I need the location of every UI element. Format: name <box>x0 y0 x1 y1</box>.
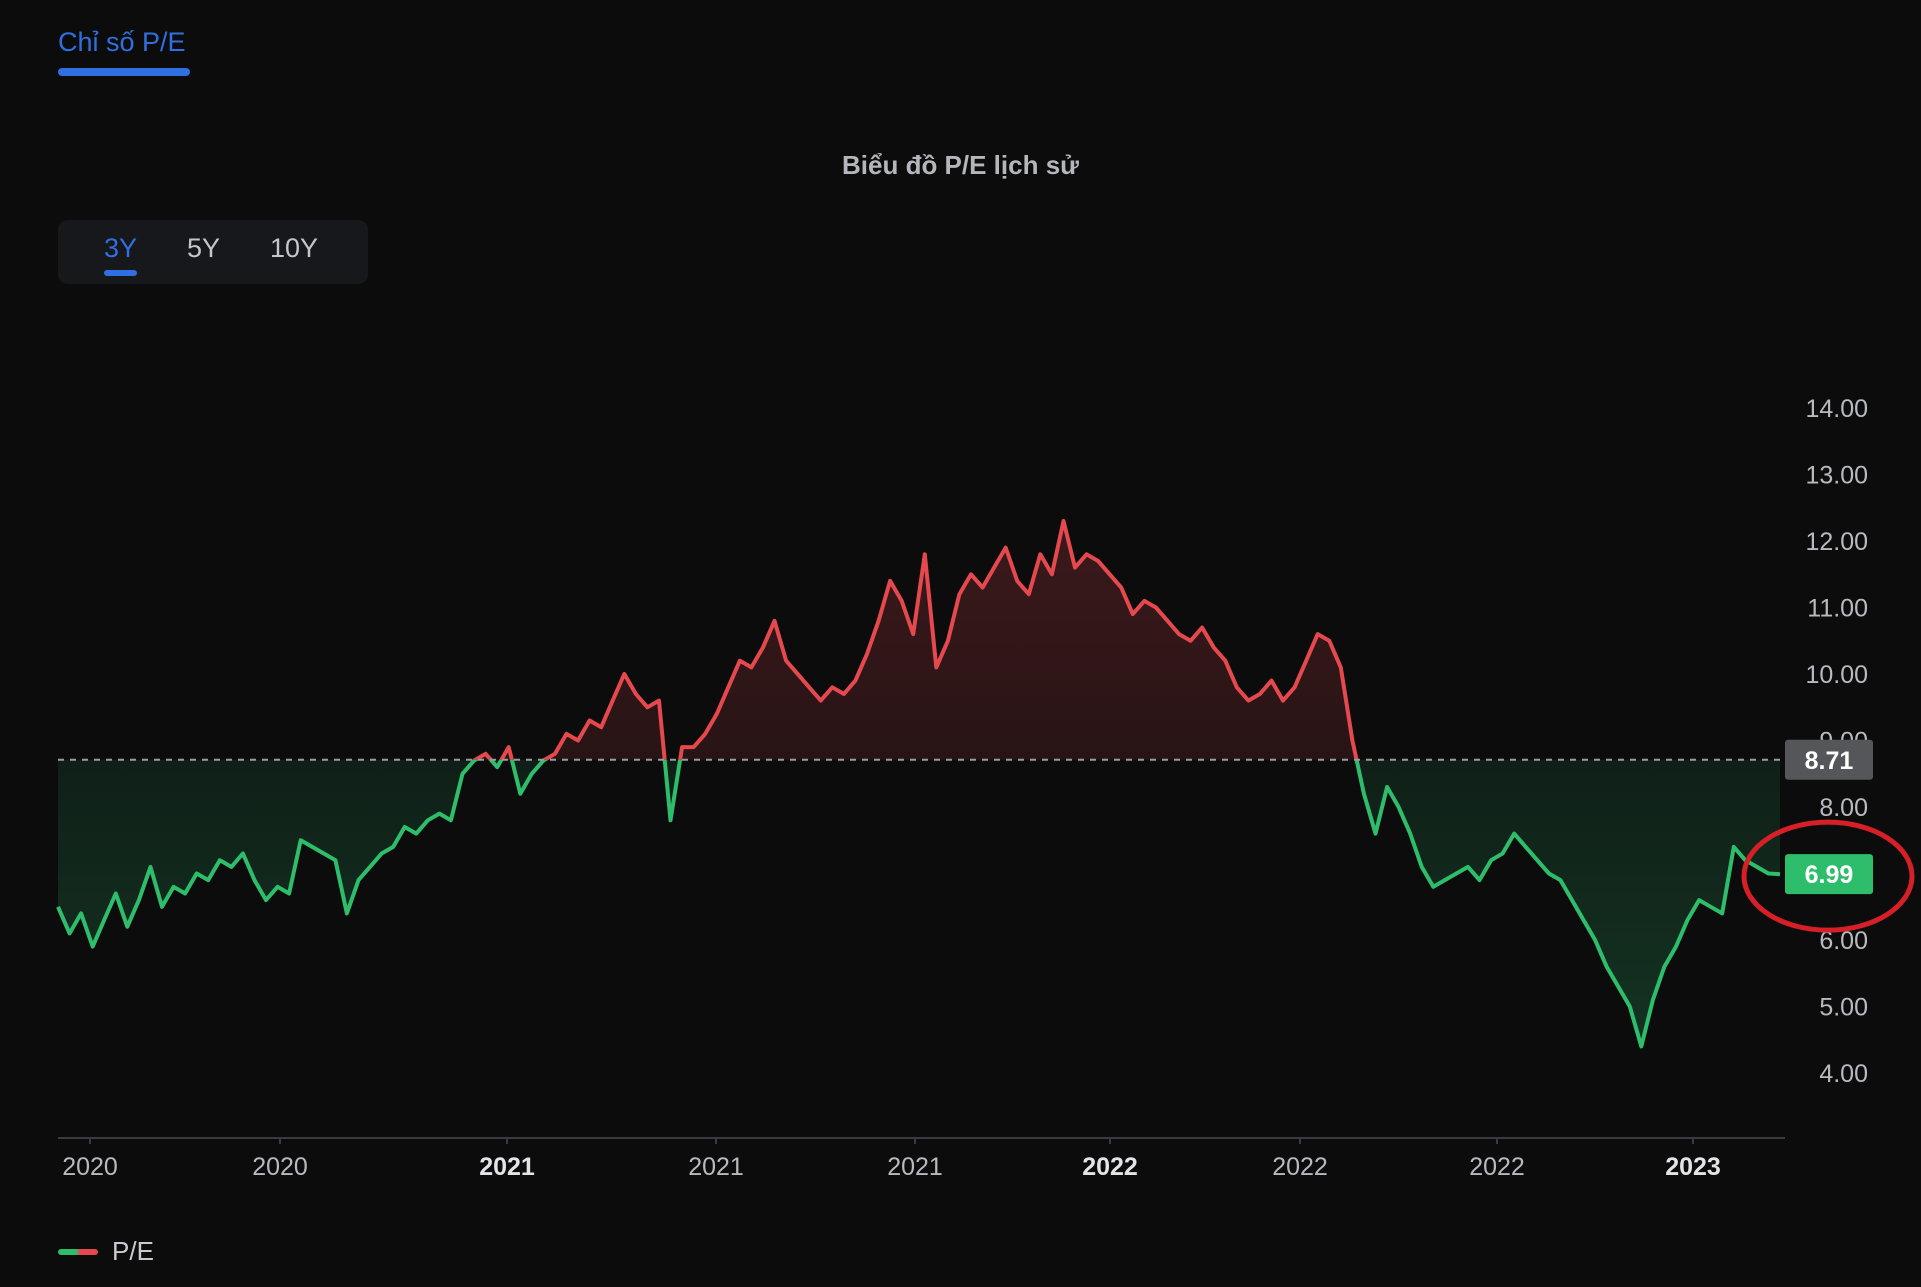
chart-legend[interactable]: P/E <box>58 1236 154 1267</box>
x-tick-label: 2023 <box>1665 1153 1721 1181</box>
range-selector: 3Y 5Y 10Y <box>58 220 368 284</box>
range-button-3y[interactable]: 3Y <box>104 232 138 276</box>
y-tick-label: 10.00 <box>1805 661 1868 689</box>
reference-value-label: 8.71 <box>1805 747 1854 775</box>
legend-label: P/E <box>112 1236 154 1266</box>
range-active-indicator <box>104 270 138 276</box>
range-button-10y-label: 10Y <box>270 233 319 263</box>
current-value-label: 6.99 <box>1805 861 1854 889</box>
x-tick-label: 2022 <box>1082 1153 1138 1181</box>
reference-value-badge <box>1785 739 1873 780</box>
y-tick-label: 8.00 <box>1819 794 1868 822</box>
pe-line-below-reference <box>56 759 1781 1049</box>
x-tick-label: 2021 <box>688 1153 744 1181</box>
chart-title: Biểu đồ P/E lịch sử <box>842 150 1079 180</box>
x-tick-label: 2022 <box>1272 1153 1328 1181</box>
y-tick-label: 14.00 <box>1805 395 1868 423</box>
area-fill-below <box>58 759 1780 1047</box>
area-fill-above <box>475 521 1357 760</box>
y-tick-label: 4.00 <box>1819 1060 1868 1088</box>
highlight-circle-annotation <box>1741 819 1915 933</box>
x-tick-label: 2020 <box>252 1153 308 1181</box>
range-button-10y[interactable]: 10Y <box>270 232 318 264</box>
current-value-badge <box>1785 854 1873 895</box>
range-button-5y[interactable]: 5Y <box>187 232 220 264</box>
tab-pe-ratio-label: Chỉ số P/E <box>58 27 186 57</box>
tab-pe-ratio[interactable]: Chỉ số P/E <box>58 22 190 76</box>
y-tick-label: 5.00 <box>1819 994 1868 1022</box>
pe-line-above-reference <box>472 519 1359 760</box>
range-button-5y-label: 5Y <box>187 233 221 263</box>
range-button-3y-label: 3Y <box>104 233 138 263</box>
x-tick-label: 2020 <box>62 1153 118 1181</box>
x-tick-label: 2022 <box>1469 1153 1525 1181</box>
legend-swatch <box>58 1248 98 1255</box>
x-tick-label: 2021 <box>479 1153 535 1181</box>
y-tick-label: 13.00 <box>1805 462 1868 490</box>
y-tick-label: 12.00 <box>1805 528 1868 556</box>
y-tick-label: 11.00 <box>1807 595 1868 623</box>
x-tick-label: 2021 <box>887 1153 943 1181</box>
active-tab-indicator <box>58 68 190 76</box>
